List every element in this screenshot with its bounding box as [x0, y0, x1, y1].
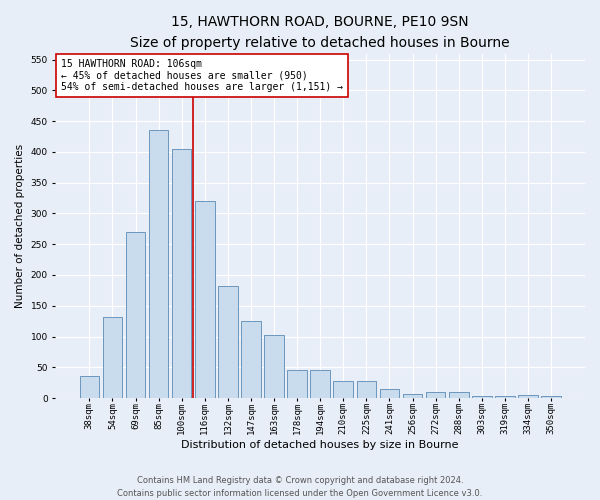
- Y-axis label: Number of detached properties: Number of detached properties: [15, 144, 25, 308]
- Bar: [334, 381, 353, 398]
- Bar: [125, 232, 145, 398]
- X-axis label: Distribution of detached houses by size in Bourne: Distribution of detached houses by size …: [181, 440, 459, 450]
- Bar: [80, 376, 99, 398]
- Bar: [195, 201, 215, 398]
- Bar: [449, 392, 469, 398]
- Bar: [172, 149, 191, 398]
- Bar: [287, 370, 307, 398]
- Bar: [518, 395, 538, 398]
- Bar: [264, 334, 284, 398]
- Bar: [541, 396, 561, 398]
- Bar: [380, 390, 400, 398]
- Bar: [241, 321, 261, 398]
- Bar: [426, 392, 445, 398]
- Bar: [356, 382, 376, 398]
- Bar: [103, 317, 122, 398]
- Bar: [310, 370, 330, 398]
- Bar: [472, 396, 491, 398]
- Text: 15 HAWTHORN ROAD: 106sqm
← 45% of detached houses are smaller (950)
54% of semi-: 15 HAWTHORN ROAD: 106sqm ← 45% of detach…: [61, 58, 343, 92]
- Bar: [149, 130, 169, 398]
- Bar: [495, 396, 515, 398]
- Text: Contains HM Land Registry data © Crown copyright and database right 2024.
Contai: Contains HM Land Registry data © Crown c…: [118, 476, 482, 498]
- Bar: [218, 286, 238, 398]
- Bar: [403, 394, 422, 398]
- Title: 15, HAWTHORN ROAD, BOURNE, PE10 9SN
Size of property relative to detached houses: 15, HAWTHORN ROAD, BOURNE, PE10 9SN Size…: [130, 15, 510, 50]
